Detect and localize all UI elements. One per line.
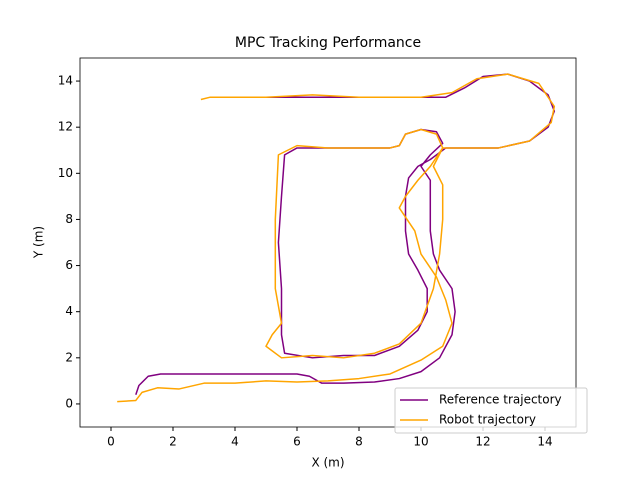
x-tick-label: 14 bbox=[537, 435, 552, 449]
x-tick-label: 2 bbox=[169, 435, 177, 449]
y-tick-label: 4 bbox=[65, 304, 73, 318]
chart-title: MPC Tracking Performance bbox=[235, 35, 421, 51]
y-tick-label: 14 bbox=[58, 74, 73, 88]
x-tick-label: 12 bbox=[475, 435, 490, 449]
x-tick-label: 8 bbox=[355, 435, 363, 449]
x-axis-label: X (m) bbox=[311, 456, 344, 470]
y-tick-label: 0 bbox=[65, 396, 73, 410]
trajectory-line bbox=[117, 73, 556, 403]
x-tick-label: 0 bbox=[107, 435, 115, 449]
legend-label: Robot trajectory bbox=[439, 413, 536, 427]
x-tick-label: 10 bbox=[413, 435, 428, 449]
x-tick-label: 4 bbox=[231, 435, 239, 449]
y-tick-label: 8 bbox=[65, 212, 73, 226]
y-tick-label: 6 bbox=[65, 258, 73, 272]
y-tick-label: 2 bbox=[65, 350, 73, 364]
legend-box bbox=[394, 387, 588, 434]
y-tick-label: 10 bbox=[58, 166, 73, 180]
x-tick-label: 6 bbox=[293, 435, 301, 449]
legend-label: Reference trajectory bbox=[439, 393, 562, 407]
plot-frame bbox=[79, 57, 577, 428]
y-tick-label: 12 bbox=[58, 120, 73, 134]
trajectory-line bbox=[135, 73, 556, 395]
y-axis-label: Y (m) bbox=[32, 226, 46, 259]
